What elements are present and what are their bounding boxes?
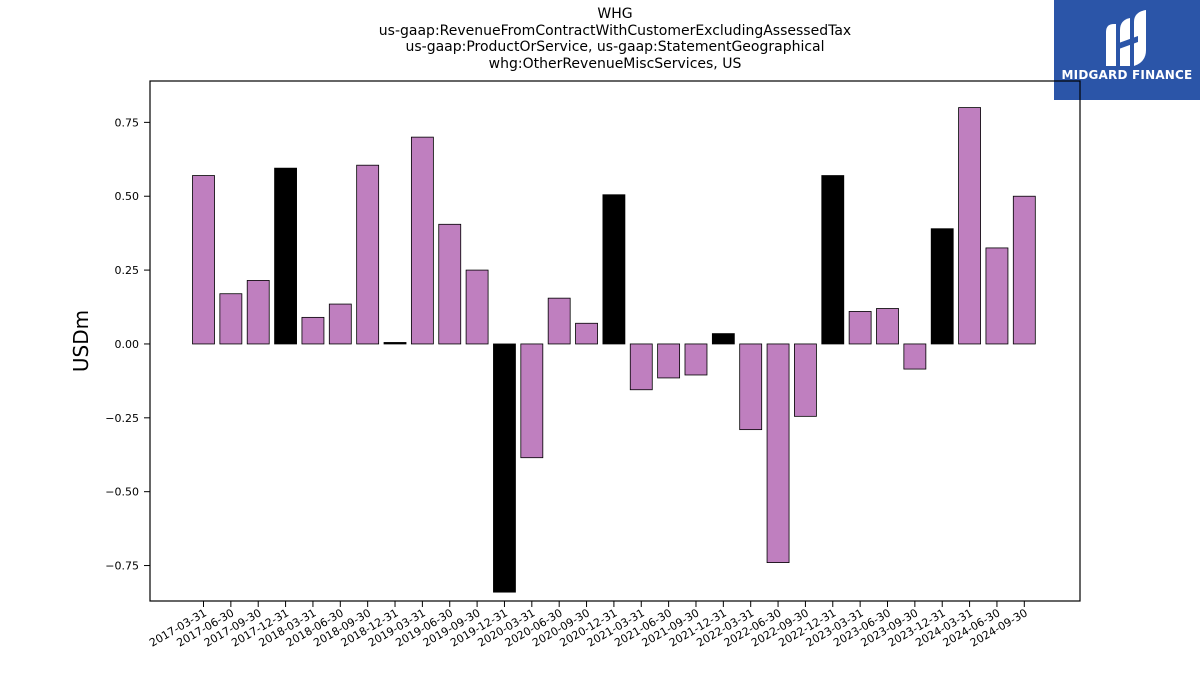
bar-2021-06-30 [657, 343, 681, 379]
bar-2018-03-31 [301, 316, 325, 345]
bar-2017-09-30 [246, 280, 270, 345]
bar-2023-03-31 [848, 311, 872, 345]
midgard-logo-icon [1106, 10, 1146, 66]
brand-logo: MIDGARD FINANCE [1054, 0, 1200, 100]
chart-title-line-4: whg:OtherRevenueMiscServices, US [488, 55, 742, 72]
plot-frame [149, 80, 1081, 602]
bar-2017-12-31 [274, 167, 297, 345]
bar-2017-06-30 [219, 293, 243, 345]
bar-2020-12-31 [602, 194, 626, 345]
bar-2020-03-31 [520, 343, 544, 459]
bar-2022-12-31 [821, 175, 845, 345]
bar-2021-12-31 [711, 333, 735, 345]
bar-2022-03-31 [739, 343, 763, 431]
bar-2023-09-30 [903, 343, 927, 370]
y-axis-label: USDm [69, 310, 93, 372]
bar-2023-06-30 [876, 308, 899, 345]
chart-title-line-3: us-gaap:ProductOrService, us-gaap:Statem… [405, 39, 825, 55]
bar-2019-03-31 [410, 136, 434, 345]
bar-2023-12-31 [930, 228, 954, 345]
bar-2022-09-30 [794, 343, 817, 417]
bar-2017-03-31 [192, 175, 215, 345]
bar-2018-12-31 [383, 342, 407, 345]
y-tick-label: −0.50 [105, 486, 139, 499]
bar-2019-12-31 [493, 343, 516, 593]
bar-2024-09-30 [1012, 195, 1036, 345]
logo-text: MIDGARD FINANCE [1061, 68, 1193, 82]
bar-2024-03-31 [958, 107, 981, 345]
bar-2019-06-30 [438, 223, 462, 345]
bar-2021-09-30 [684, 343, 708, 376]
y-tick-label: 0.75 [115, 116, 140, 129]
bar-2020-09-30 [575, 322, 598, 345]
bar-2018-06-30 [328, 303, 352, 345]
y-tick-label: 0.00 [115, 338, 140, 351]
y-tick-label: −0.25 [105, 412, 139, 425]
bar-2022-06-30 [766, 343, 790, 563]
chart-title: WHG us-gaap:RevenueFromContractWithCusto… [150, 6, 1080, 72]
axes-layer: −0.75−0.50−0.250.000.250.500.75USDm2017-… [69, 80, 1081, 650]
bar-2021-03-31 [629, 343, 653, 391]
bar-2024-06-30 [985, 247, 1009, 345]
bar-2020-06-30 [547, 297, 571, 345]
bars-layer [192, 107, 1036, 593]
y-tick-label: 0.50 [115, 190, 140, 203]
y-tick-label: 0.25 [115, 264, 140, 277]
chart-title-line-2: us-gaap:RevenueFromContractWithCustomerE… [378, 22, 852, 39]
y-tick-label: −0.75 [105, 560, 139, 573]
chart-title-line-1: WHG [597, 6, 633, 22]
bar-2019-09-30 [465, 269, 489, 345]
bar-2018-09-30 [356, 164, 380, 345]
